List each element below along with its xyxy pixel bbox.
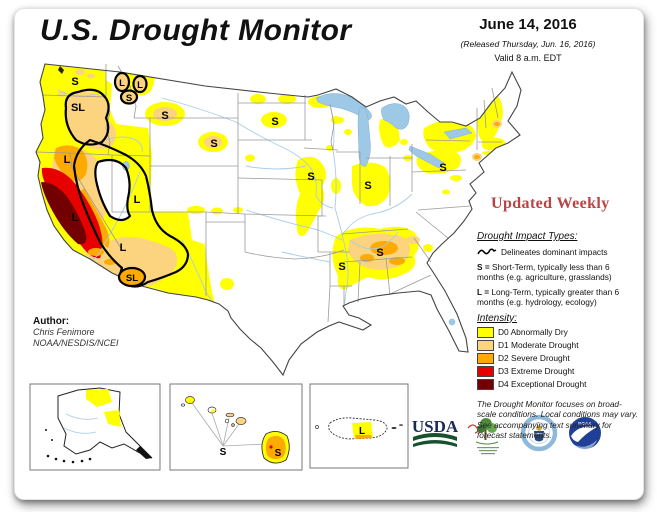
d2-swatch <box>477 352 494 364</box>
rivers <box>57 89 413 309</box>
legend: Drought Impact Types: Delineates dominan… <box>477 231 649 440</box>
map-label-pennsylvania: S <box>439 162 446 174</box>
ndmc-logo <box>467 418 499 455</box>
alaska-map <box>45 387 153 464</box>
disclaimer-text: The Drought Monitor focuses on broad-sca… <box>477 398 638 440</box>
impact-squiggle-icon <box>477 248 497 255</box>
puerto-rico-map: L <box>315 417 403 440</box>
map-label-black-hills: S <box>210 138 217 150</box>
short-term-prefix: S = <box>477 262 492 272</box>
d0-swatch <box>477 326 494 338</box>
d4-swatch <box>477 378 494 390</box>
map-label-oregon: SL <box>71 102 85 114</box>
map-label-montana-wyoming: S <box>161 110 168 122</box>
map-date: June 14, 2016 <box>479 16 577 33</box>
date-block: June 14, 2016 (Released Thursday, Jun. 1… <box>437 16 619 63</box>
d3-label: D3 Extreme Drought <box>498 366 575 377</box>
page-title: U.S. Drought Monitor <box>40 14 352 47</box>
usda-logo-text: USDA <box>412 417 459 436</box>
d1-label: D1 Moderate Drought <box>498 340 579 351</box>
state-borders <box>35 64 502 323</box>
map-label-missouri: S <box>307 171 314 183</box>
map-label-tennessee-georgia: S <box>376 247 383 259</box>
intensity-title: Intensity: <box>477 312 518 324</box>
map-label-indiana: S <box>364 180 371 192</box>
map-label-california: L <box>72 212 79 224</box>
release-date: (Released Thursday, Jun. 16, 2016) <box>460 39 596 49</box>
map-labels: S SL L L S S S L L L L SL S S S S S S <box>64 76 447 284</box>
map-label-utah: L <box>134 194 141 206</box>
drought-fill-layer <box>36 64 506 316</box>
legend-row-d3: D3 Extreme Drought <box>477 365 649 377</box>
map-label-idaho-2: L <box>137 80 143 91</box>
d1-swatch <box>477 339 494 351</box>
map-label-arizona-south: SL <box>126 273 138 284</box>
map-label-minnesota-sd: S <box>271 116 278 128</box>
usda-logo: USDA <box>412 417 459 447</box>
d0-label: D0 Abnormally Dry <box>498 327 568 338</box>
d4-label: D4 Exceptional Drought <box>498 379 587 390</box>
author-org: NOAA/NESDIS/NCEI <box>33 338 119 349</box>
map-label-nevada: L <box>64 154 71 166</box>
valid-time: Valid 8 a.m. EDT <box>494 53 562 63</box>
noaa-logo: NOAA <box>569 417 601 450</box>
short-term-definition: S = Short-Term, typically less than 6 mo… <box>477 262 637 283</box>
legend-row-d1: D1 Moderate Drought <box>477 339 649 351</box>
long-term-definition: L = Long-Term, typically greater than 6 … <box>477 286 637 308</box>
map-label-idaho-3: S <box>126 93 132 104</box>
map-label-washington: S <box>71 76 78 88</box>
legend-row-d4: D4 Exceptional Drought <box>477 378 649 390</box>
map-label-arizona: L <box>120 242 127 254</box>
commerce-seal-icon <box>520 414 558 452</box>
legend-row-d2: D2 Severe Drought <box>477 352 649 364</box>
impact-delineates-label: Delineates dominant impacts <box>501 247 608 257</box>
d2-label: D2 Severe Drought <box>498 353 570 364</box>
impact-delineates-row: Delineates dominant impacts <box>477 246 649 258</box>
puget-sound-marks <box>58 66 64 74</box>
impact-outlines <box>64 71 190 288</box>
great-lakes <box>122 93 473 326</box>
author-label: Author: <box>33 316 70 327</box>
long-term-prefix: L = <box>477 286 492 297</box>
map-label-mississippi: S <box>338 261 345 273</box>
d3-swatch <box>477 365 494 377</box>
updated-weekly-note: Updated Weekly <box>491 195 610 212</box>
legend-row-d0: D0 Abnormally Dry <box>477 326 649 338</box>
short-term-text: Short-Term, typically less than 6 months… <box>477 262 612 282</box>
hawaii-hub-label: S <box>220 447 227 458</box>
hawaii-map: S S <box>180 396 290 464</box>
map-label-idaho-1: L <box>119 78 125 89</box>
impact-types-title: Drought Impact Types: <box>477 231 578 242</box>
noaa-logo-text: NOAA <box>578 421 592 426</box>
author-name: Chris Fenimore <box>33 327 95 337</box>
author-block: Author: Chris Fenimore NOAA/NESDIS/NCEI <box>33 316 119 350</box>
puerto-rico-label: L <box>359 426 365 437</box>
hawaii-big-island-label: S <box>275 448 282 459</box>
long-term-text: Long-Term, typically greater than 6 mont… <box>477 286 620 307</box>
